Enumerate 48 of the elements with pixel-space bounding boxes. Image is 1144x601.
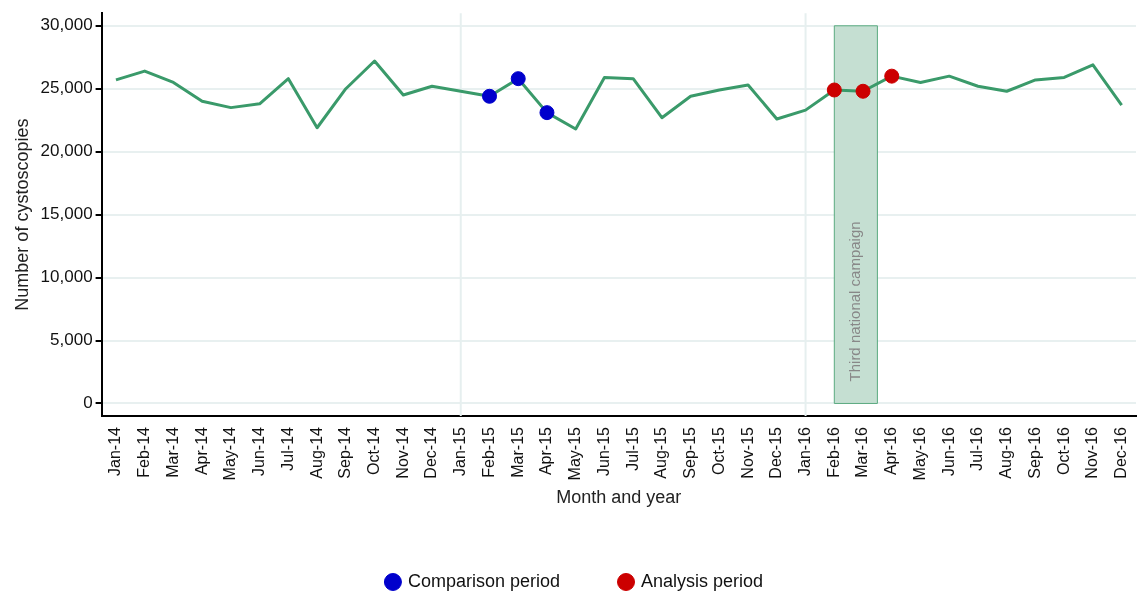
x-tick-label: Apr-14 [192, 426, 210, 476]
x-tick-label: Sep-16 [1025, 426, 1043, 479]
x-axis-title: Month and year [556, 487, 682, 508]
x-tick-label: May-14 [221, 426, 239, 481]
y-tick-label: 30,000 [40, 15, 93, 35]
y-tick-label: 5,000 [50, 330, 93, 350]
y-tick-label: 10,000 [40, 267, 93, 287]
x-tick-label: Feb-14 [135, 426, 153, 478]
y-axis-title: Number of cystoscopies [11, 118, 32, 311]
x-tick-label: Nov-15 [738, 426, 756, 479]
x-tick-label: Mar-14 [163, 426, 181, 478]
x-tick-label: May-15 [566, 426, 584, 481]
x-tick-label: Jul-16 [968, 426, 986, 471]
x-tick-label: Apr-16 [882, 426, 900, 476]
x-tick-label: Apr-15 [537, 426, 555, 476]
x-tick-label: Dec-16 [1112, 426, 1130, 479]
x-tick-label: Oct-15 [709, 426, 727, 476]
x-tick-label: Mar-16 [853, 426, 871, 478]
x-tick-label: Dec-15 [767, 426, 785, 479]
x-tick-label: Jan-14 [106, 426, 124, 476]
y-tick-label: 0 [83, 393, 93, 413]
y-tick-label: 20,000 [40, 141, 93, 161]
x-tick-label: Jan-15 [451, 426, 469, 476]
x-tick-label: Feb-16 [824, 426, 842, 478]
legend-label: Comparison period [407, 570, 561, 591]
x-tick-label: Aug-14 [307, 426, 325, 479]
y-tick-label: 15,000 [40, 204, 93, 224]
legend-label: Analysis period [641, 570, 764, 591]
x-tick-label: Jun-15 [594, 426, 612, 476]
x-tick-label: Mar-15 [508, 426, 526, 478]
x-tick-label: Sep-14 [336, 426, 354, 479]
x-tick-label: Aug-15 [652, 426, 670, 479]
x-tick-label: Oct-16 [1054, 426, 1072, 476]
band-label: Third national campaign [845, 221, 863, 382]
x-tick-label: May-16 [910, 426, 928, 481]
x-tick-label: Dec-14 [422, 426, 440, 479]
x-tick-label: Jun-16 [939, 426, 957, 476]
x-tick-label: Oct-14 [364, 426, 382, 476]
x-tick-label: Nov-16 [1083, 426, 1101, 479]
x-tick-label: Jun-14 [250, 426, 268, 476]
x-tick-label: Sep-15 [681, 426, 699, 479]
x-tick-label: Jul-14 [278, 426, 296, 471]
x-tick-label: Jan-16 [795, 426, 813, 476]
y-tick-label: 25,000 [40, 78, 93, 98]
x-tick-label: Nov-14 [393, 426, 411, 479]
x-tick-label: Aug-16 [997, 426, 1015, 479]
x-tick-label: Feb-15 [479, 426, 497, 478]
x-tick-label: Jul-15 [623, 426, 641, 471]
